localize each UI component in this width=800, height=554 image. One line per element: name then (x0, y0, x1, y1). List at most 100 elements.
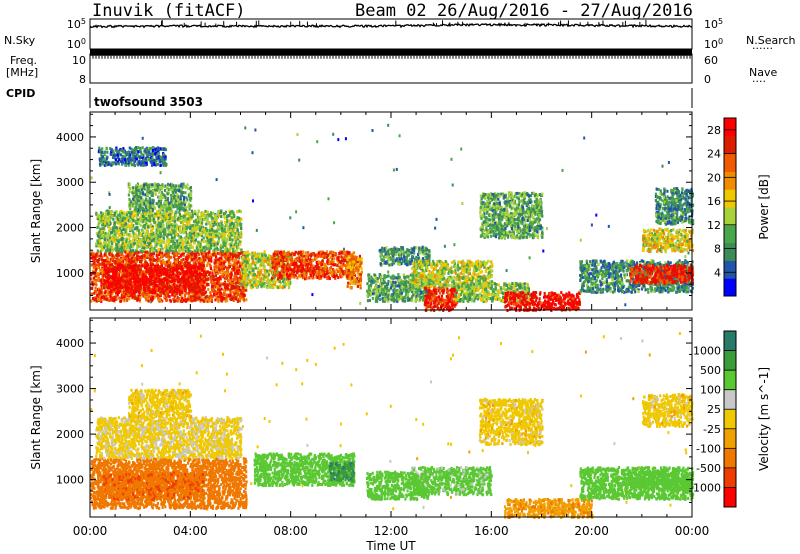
power-cell (194, 261, 197, 265)
power-cell (175, 265, 178, 269)
power-cell (98, 258, 101, 261)
power-cell (199, 245, 202, 249)
power-cell (145, 261, 148, 265)
power-cell (169, 248, 172, 252)
power-cell (139, 296, 142, 300)
power-cell (142, 282, 145, 285)
power-cell (103, 244, 106, 248)
power-cell (188, 231, 191, 235)
power-cell (138, 299, 142, 303)
power-speckle (252, 199, 254, 203)
power-cell (175, 252, 178, 256)
power-speckle (590, 223, 593, 227)
power-cell (110, 237, 113, 241)
power-cell (107, 276, 111, 280)
power-cell (119, 251, 122, 255)
power-cell (100, 257, 103, 261)
power-cell (122, 283, 125, 287)
power-cell (116, 253, 119, 256)
power-cell (180, 286, 183, 290)
power-cell (202, 291, 205, 295)
power-cell (236, 254, 239, 258)
power-cell (200, 257, 203, 261)
power-cell (149, 225, 152, 229)
power-cell (207, 282, 210, 286)
power-cell (145, 276, 148, 280)
power-cell (214, 277, 217, 281)
power-cell (167, 269, 170, 273)
power-speckle (579, 238, 582, 242)
power-cell (135, 236, 138, 240)
power-cell (172, 223, 175, 227)
power-cell (139, 242, 142, 246)
power-cell (115, 259, 119, 262)
power-speckle (141, 136, 144, 140)
power-cell (111, 242, 114, 246)
power-cell (167, 264, 170, 268)
power-cell (216, 225, 219, 229)
power-cell (191, 224, 194, 228)
power-cell (123, 216, 126, 220)
power-cell (223, 272, 226, 276)
power-cell (232, 225, 235, 229)
power-cell (193, 271, 196, 274)
power-cell (190, 229, 193, 233)
power-cell (202, 270, 205, 274)
power-cell (120, 256, 123, 260)
power-cell (134, 266, 137, 269)
power-cell (137, 241, 140, 245)
power-cell (124, 250, 127, 254)
power-cell (192, 237, 196, 241)
power-cell (135, 215, 138, 219)
power-cell (154, 241, 157, 245)
power-cell (100, 278, 104, 282)
power-cell (204, 299, 208, 303)
power-cell (227, 256, 230, 260)
power-cell (182, 254, 185, 257)
power-cell (150, 297, 153, 301)
power-cell (102, 241, 105, 245)
power-cell (175, 274, 178, 278)
power-cell (157, 297, 160, 300)
power-cell (172, 231, 175, 234)
power-cell (227, 264, 230, 268)
power-cell (207, 235, 210, 239)
power-cell (146, 286, 149, 290)
power-cell (132, 260, 135, 264)
power-cell (230, 286, 233, 290)
power-cell (100, 291, 103, 295)
power-cell (223, 216, 226, 220)
power-cell (166, 263, 169, 267)
power-cell (103, 253, 106, 257)
power-cell (236, 293, 239, 297)
power-cell (160, 227, 164, 231)
power-cell (124, 246, 127, 250)
power-cell (174, 246, 178, 250)
power-cell (165, 244, 168, 247)
power-cell (129, 233, 132, 237)
power-cell (94, 257, 97, 261)
power-cell (107, 219, 110, 223)
power-cell (108, 291, 111, 294)
power-cell (198, 228, 202, 232)
power-cell (132, 266, 135, 270)
power-cell (204, 245, 207, 249)
power-cell (199, 267, 203, 270)
power-cell (160, 244, 163, 248)
power-cell (211, 271, 214, 275)
power-cell (128, 263, 131, 267)
power-cell (148, 270, 151, 274)
power-cell (221, 293, 224, 297)
power-cell (104, 275, 108, 279)
power-cell (104, 211, 108, 215)
power-cell (207, 254, 210, 258)
power-cell (174, 286, 177, 290)
power-cell (118, 248, 121, 252)
power-cell (232, 267, 235, 271)
power-cell (241, 263, 244, 266)
power-cell (184, 227, 187, 230)
power-cell (200, 238, 204, 242)
power-cell (127, 225, 130, 229)
power-cell (196, 298, 199, 302)
power-cell (167, 275, 170, 279)
